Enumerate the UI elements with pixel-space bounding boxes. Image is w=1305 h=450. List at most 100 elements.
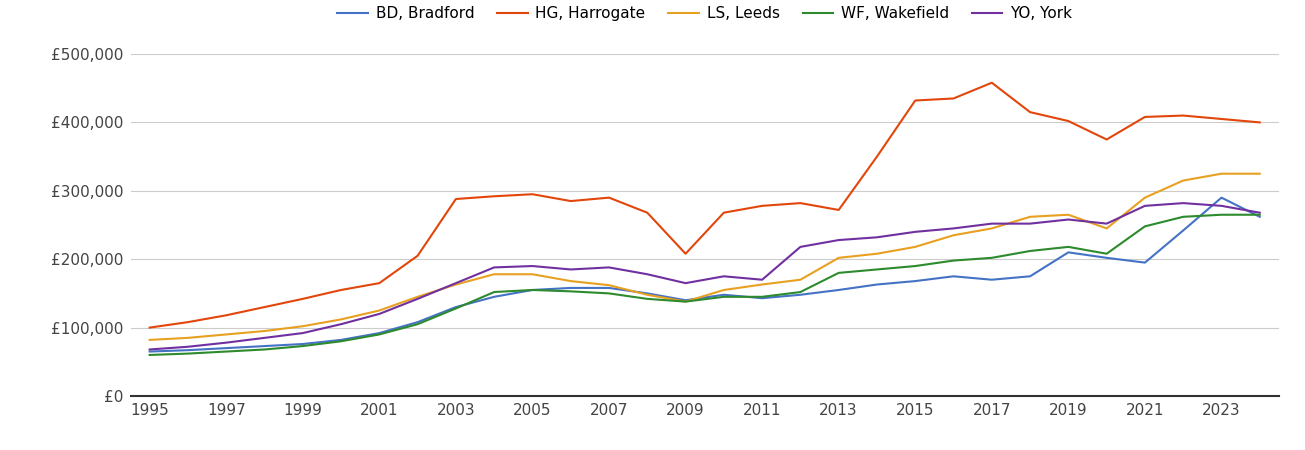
LS, Leeds xyxy=(677,299,693,304)
Line: YO, York: YO, York xyxy=(150,203,1259,350)
WF, Wakefield xyxy=(984,255,1000,261)
BD, Bradford xyxy=(677,297,693,303)
WF, Wakefield xyxy=(716,294,732,300)
Line: BD, Bradford: BD, Bradford xyxy=(150,198,1259,351)
LS, Leeds xyxy=(984,226,1000,231)
LS, Leeds xyxy=(754,282,770,287)
LS, Leeds xyxy=(487,271,502,277)
LS, Leeds xyxy=(1251,171,1267,176)
BD, Bradford xyxy=(1251,214,1267,220)
YO, York xyxy=(1137,203,1152,208)
BD, Bradford xyxy=(907,279,923,284)
WF, Wakefield xyxy=(869,267,885,272)
HG, Harrogate xyxy=(907,98,923,103)
YO, York xyxy=(410,296,425,302)
YO, York xyxy=(792,244,808,250)
WF, Wakefield xyxy=(333,338,348,344)
LS, Leeds xyxy=(562,279,578,284)
BD, Bradford xyxy=(984,277,1000,283)
YO, York xyxy=(1061,217,1077,222)
YO, York xyxy=(754,277,770,283)
LS, Leeds xyxy=(639,292,655,297)
LS, Leeds xyxy=(257,328,273,334)
BD, Bradford xyxy=(946,274,962,279)
HG, Harrogate xyxy=(1099,137,1114,142)
WF, Wakefield xyxy=(754,294,770,300)
YO, York xyxy=(1022,221,1037,226)
LS, Leeds xyxy=(218,332,234,337)
BD, Bradford xyxy=(639,291,655,296)
BD, Bradford xyxy=(1022,274,1037,279)
WF, Wakefield xyxy=(562,288,578,294)
YO, York xyxy=(295,330,311,336)
LS, Leeds xyxy=(525,271,540,277)
BD, Bradford xyxy=(180,347,196,353)
LS, Leeds xyxy=(180,335,196,341)
LS, Leeds xyxy=(1214,171,1229,176)
YO, York xyxy=(602,265,617,270)
WF, Wakefield xyxy=(410,321,425,327)
BD, Bradford xyxy=(602,285,617,291)
YO, York xyxy=(218,340,234,345)
YO, York xyxy=(562,267,578,272)
WF, Wakefield xyxy=(218,349,234,354)
HG, Harrogate xyxy=(142,325,158,330)
LS, Leeds xyxy=(831,255,847,261)
LS, Leeds xyxy=(1137,195,1152,200)
LS, Leeds xyxy=(410,294,425,300)
WF, Wakefield xyxy=(1251,212,1267,217)
BD, Bradford xyxy=(562,285,578,291)
WF, Wakefield xyxy=(1061,244,1077,250)
YO, York xyxy=(984,221,1000,226)
WF, Wakefield xyxy=(525,287,540,292)
Line: HG, Harrogate: HG, Harrogate xyxy=(150,83,1259,328)
HG, Harrogate xyxy=(1176,113,1191,118)
LS, Leeds xyxy=(1061,212,1077,217)
YO, York xyxy=(372,311,388,317)
HG, Harrogate xyxy=(487,194,502,199)
LS, Leeds xyxy=(602,283,617,288)
HG, Harrogate xyxy=(562,198,578,204)
BD, Bradford xyxy=(487,294,502,300)
WF, Wakefield xyxy=(180,351,196,356)
LS, Leeds xyxy=(907,244,923,250)
WF, Wakefield xyxy=(946,258,962,263)
LS, Leeds xyxy=(792,277,808,283)
HG, Harrogate xyxy=(448,196,463,202)
LS, Leeds xyxy=(1176,178,1191,183)
WF, Wakefield xyxy=(1099,251,1114,256)
WF, Wakefield xyxy=(907,263,923,269)
LS, Leeds xyxy=(716,287,732,292)
HG, Harrogate xyxy=(295,296,311,302)
WF, Wakefield xyxy=(602,291,617,296)
BD, Bradford xyxy=(525,287,540,292)
LS, Leeds xyxy=(448,282,463,287)
HG, Harrogate xyxy=(218,313,234,318)
WF, Wakefield xyxy=(487,289,502,295)
YO, York xyxy=(257,335,273,341)
YO, York xyxy=(831,237,847,243)
HG, Harrogate xyxy=(716,210,732,216)
BD, Bradford xyxy=(1214,195,1229,200)
LS, Leeds xyxy=(869,251,885,256)
BD, Bradford xyxy=(218,346,234,351)
HG, Harrogate xyxy=(792,200,808,206)
BD, Bradford xyxy=(142,349,158,354)
YO, York xyxy=(946,226,962,231)
WF, Wakefield xyxy=(295,343,311,349)
BD, Bradford xyxy=(1176,228,1191,233)
WF, Wakefield xyxy=(448,306,463,311)
LS, Leeds xyxy=(142,337,158,342)
HG, Harrogate xyxy=(1251,120,1267,125)
LS, Leeds xyxy=(372,308,388,313)
YO, York xyxy=(1176,200,1191,206)
BD, Bradford xyxy=(1099,255,1114,261)
WF, Wakefield xyxy=(372,332,388,337)
LS, Leeds xyxy=(946,233,962,238)
BD, Bradford xyxy=(372,330,388,336)
BD, Bradford xyxy=(1137,260,1152,265)
WF, Wakefield xyxy=(257,347,273,352)
WF, Wakefield xyxy=(831,270,847,275)
BD, Bradford xyxy=(869,282,885,287)
BD, Bradford xyxy=(257,343,273,349)
